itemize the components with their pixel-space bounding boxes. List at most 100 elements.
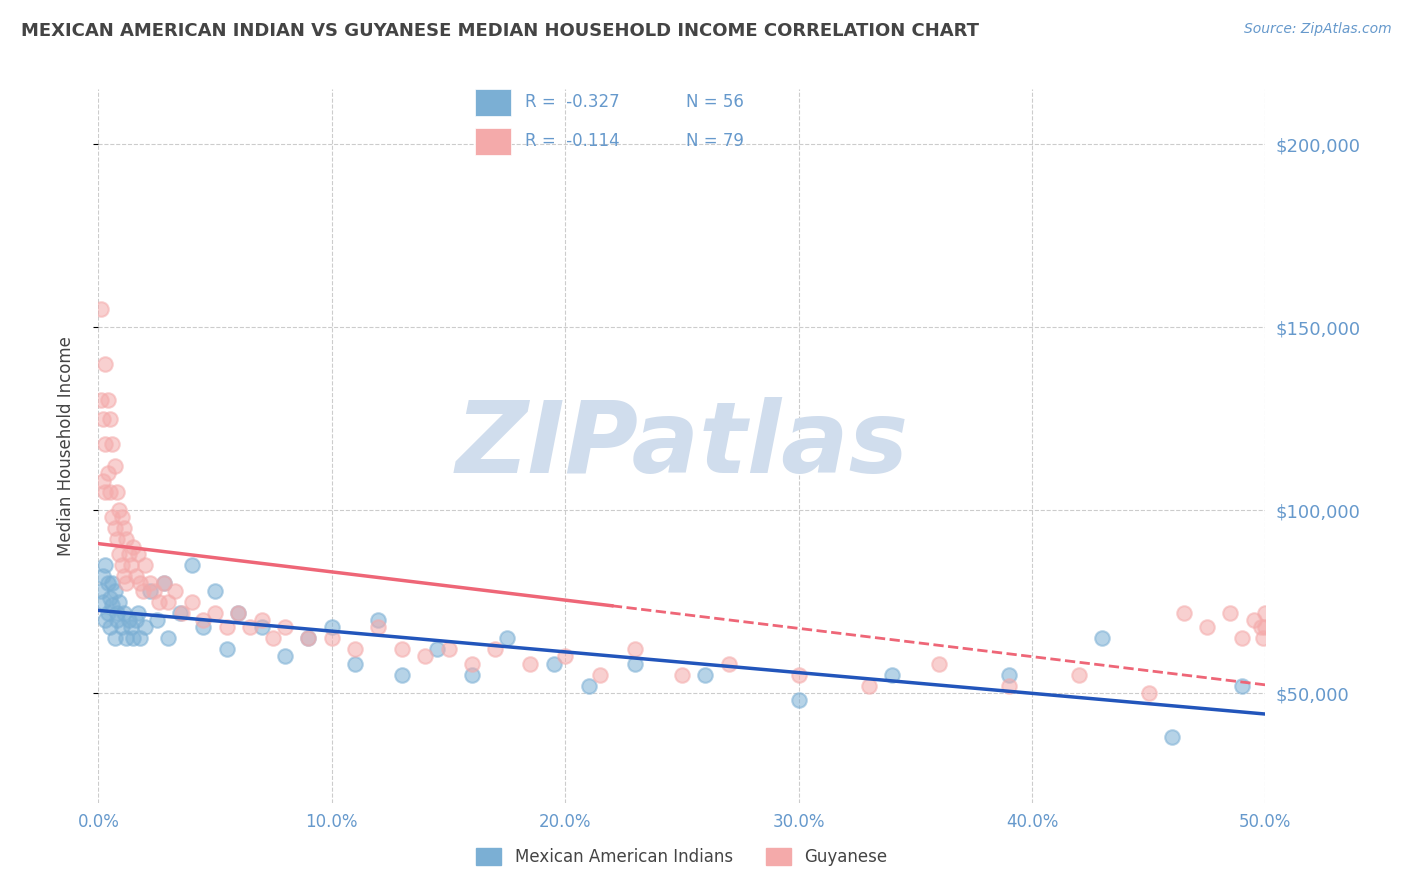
Point bbox=[157, 631, 180, 645]
Point bbox=[172, 606, 194, 620]
Point bbox=[250, 613, 273, 627]
Point bbox=[1254, 606, 1277, 620]
Point bbox=[671, 667, 693, 681]
Point bbox=[97, 467, 120, 481]
Point bbox=[426, 642, 449, 657]
Point bbox=[193, 620, 215, 634]
Point bbox=[98, 620, 121, 634]
Point bbox=[104, 631, 127, 645]
Point bbox=[120, 558, 142, 572]
Point bbox=[880, 667, 903, 681]
Point bbox=[101, 576, 124, 591]
Point bbox=[215, 642, 238, 657]
Point bbox=[578, 679, 600, 693]
Point bbox=[148, 594, 170, 608]
Point bbox=[139, 576, 162, 591]
Point bbox=[108, 547, 131, 561]
Point bbox=[519, 657, 541, 671]
Point bbox=[111, 558, 134, 572]
Text: N = 56: N = 56 bbox=[686, 94, 744, 112]
Point bbox=[262, 631, 284, 645]
Point bbox=[624, 642, 647, 657]
Point bbox=[321, 631, 343, 645]
FancyBboxPatch shape bbox=[475, 89, 510, 116]
Point bbox=[97, 393, 120, 408]
Point bbox=[274, 620, 297, 634]
Point bbox=[1067, 667, 1090, 681]
Point bbox=[91, 474, 114, 488]
Point bbox=[122, 540, 145, 554]
Point bbox=[484, 642, 506, 657]
Point bbox=[1137, 686, 1160, 700]
Point bbox=[169, 606, 191, 620]
Point bbox=[139, 583, 162, 598]
Point bbox=[94, 558, 117, 572]
Point bbox=[134, 620, 156, 634]
Point bbox=[104, 459, 127, 474]
Point bbox=[91, 411, 114, 425]
Point bbox=[115, 576, 138, 591]
Point bbox=[1091, 631, 1114, 645]
Point bbox=[858, 679, 880, 693]
Point bbox=[1173, 606, 1195, 620]
Text: MEXICAN AMERICAN INDIAN VS GUYANESE MEDIAN HOUSEHOLD INCOME CORRELATION CHART: MEXICAN AMERICAN INDIAN VS GUYANESE MEDI… bbox=[21, 22, 979, 40]
Point bbox=[787, 693, 810, 707]
Point bbox=[228, 606, 250, 620]
Point bbox=[94, 484, 117, 499]
Y-axis label: Median Household Income: Median Household Income bbox=[56, 336, 75, 556]
Point bbox=[104, 521, 127, 535]
Point bbox=[97, 606, 120, 620]
Point bbox=[997, 667, 1019, 681]
Point bbox=[250, 620, 273, 634]
Text: ZIPatlas: ZIPatlas bbox=[456, 398, 908, 494]
Point bbox=[118, 613, 141, 627]
Point bbox=[228, 606, 250, 620]
Point bbox=[1219, 606, 1241, 620]
Point bbox=[1243, 613, 1265, 627]
Point bbox=[367, 613, 389, 627]
Point bbox=[589, 667, 612, 681]
Point bbox=[115, 631, 138, 645]
Point bbox=[624, 657, 647, 671]
Point bbox=[239, 620, 262, 634]
Point bbox=[112, 606, 135, 620]
Point bbox=[127, 606, 149, 620]
Legend: Mexican American Indians, Guyanese: Mexican American Indians, Guyanese bbox=[470, 841, 894, 873]
Point bbox=[997, 679, 1019, 693]
Point bbox=[98, 484, 121, 499]
Point bbox=[105, 533, 128, 547]
Point bbox=[165, 583, 187, 598]
Point bbox=[122, 631, 145, 645]
Point bbox=[391, 667, 413, 681]
Point bbox=[105, 606, 128, 620]
Point bbox=[157, 594, 180, 608]
Point bbox=[1161, 730, 1184, 744]
Text: R =  -0.327: R = -0.327 bbox=[524, 94, 620, 112]
Text: N = 79: N = 79 bbox=[686, 132, 744, 150]
Point bbox=[101, 598, 124, 612]
Point bbox=[90, 301, 112, 316]
Point bbox=[215, 620, 238, 634]
Point bbox=[127, 547, 149, 561]
Point bbox=[125, 613, 148, 627]
Point bbox=[90, 583, 112, 598]
Point bbox=[204, 583, 226, 598]
Point bbox=[152, 576, 174, 591]
Point bbox=[180, 558, 202, 572]
Point bbox=[91, 569, 114, 583]
Point bbox=[120, 620, 142, 634]
FancyBboxPatch shape bbox=[475, 128, 510, 155]
Text: R =  -0.114: R = -0.114 bbox=[524, 132, 620, 150]
Point bbox=[91, 594, 114, 608]
Point bbox=[297, 631, 319, 645]
Point bbox=[105, 484, 128, 499]
Point bbox=[413, 649, 436, 664]
Point bbox=[104, 583, 127, 598]
Point bbox=[134, 558, 156, 572]
Point bbox=[717, 657, 740, 671]
Point bbox=[543, 657, 565, 671]
Point bbox=[108, 594, 131, 608]
Point bbox=[695, 667, 717, 681]
Point bbox=[101, 510, 124, 524]
Point bbox=[143, 583, 166, 598]
